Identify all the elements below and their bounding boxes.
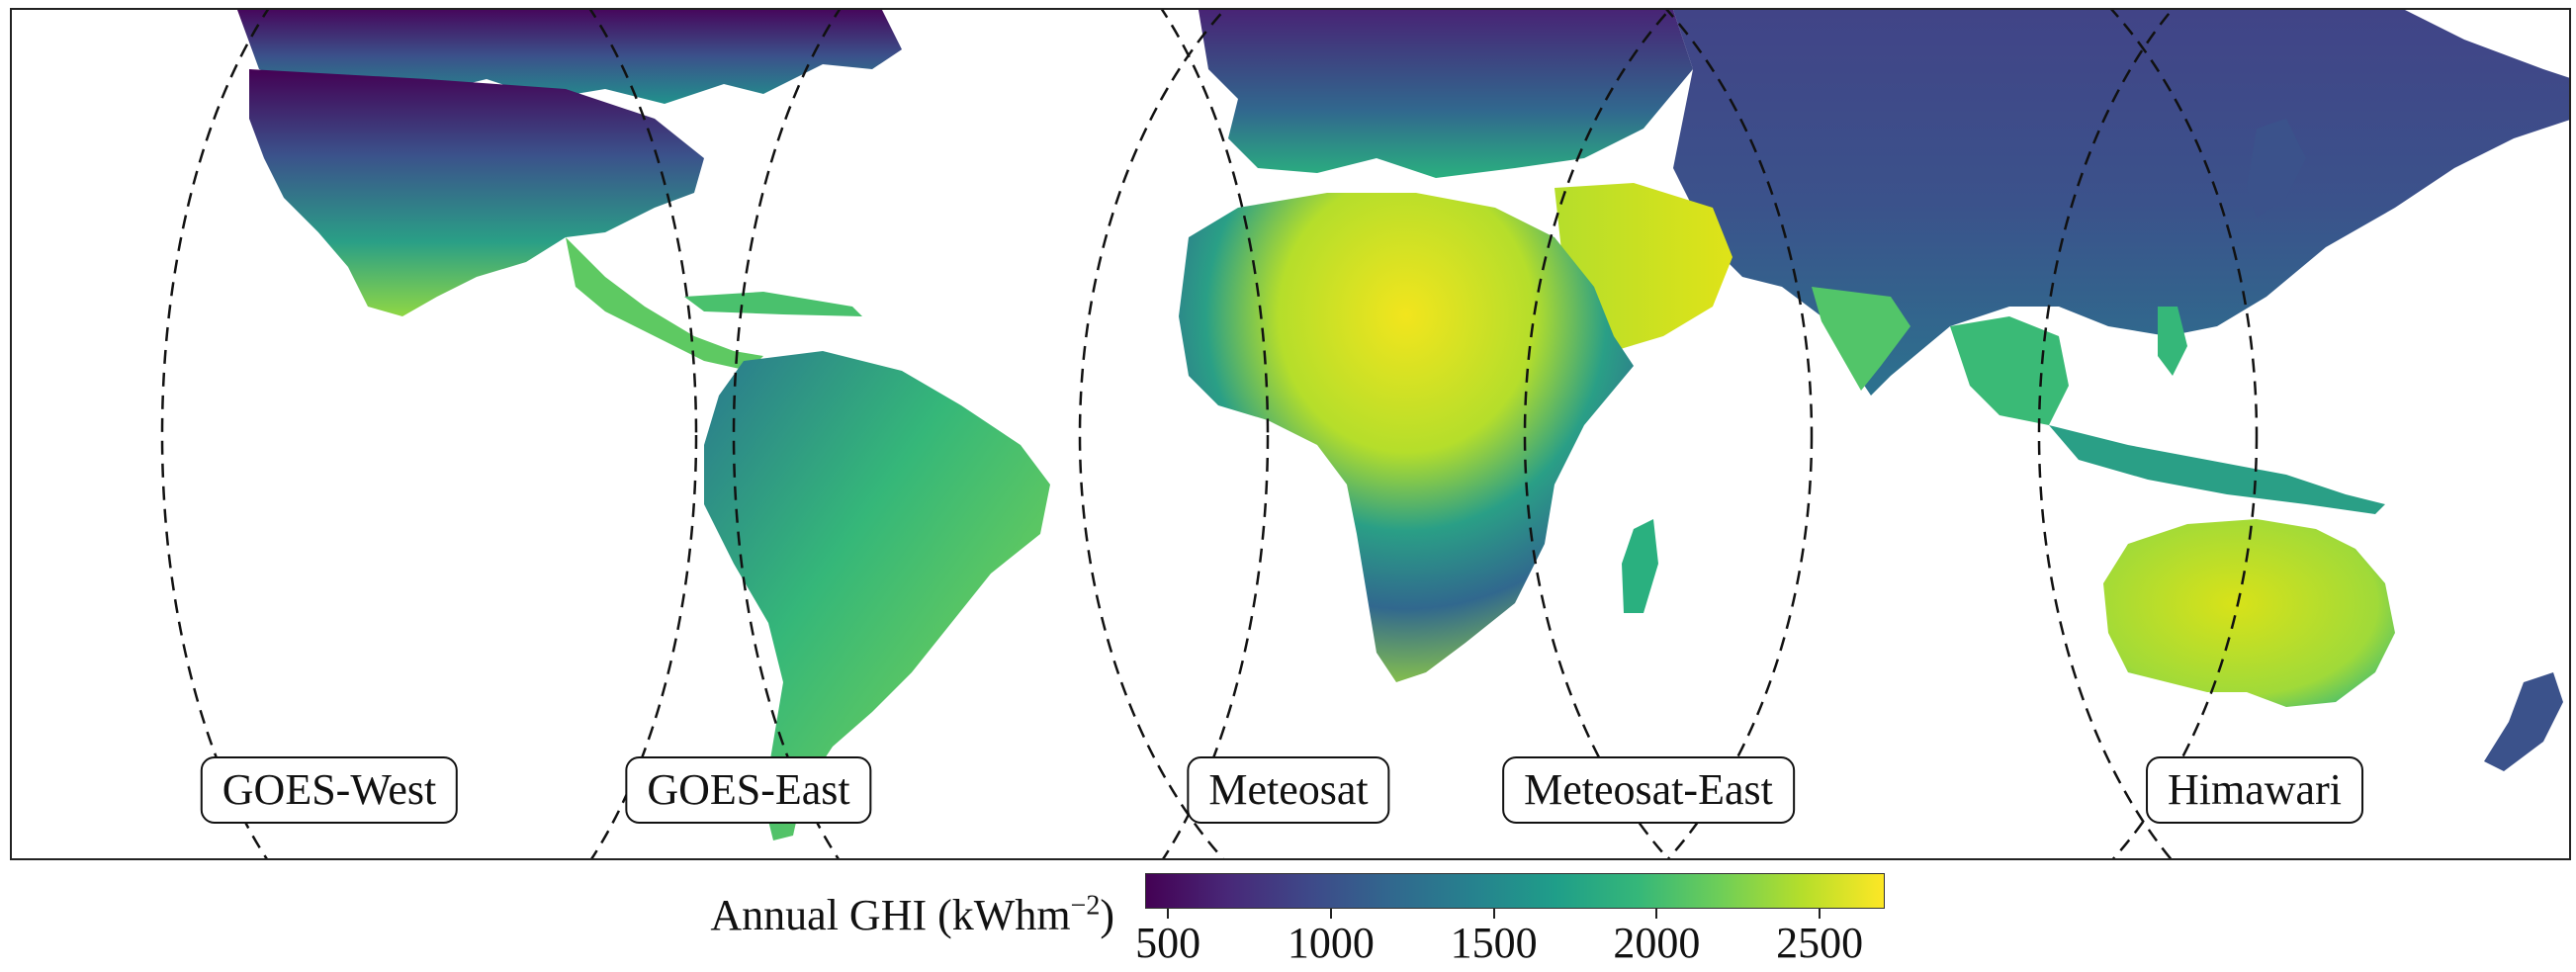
- goes-east-coverage: [732, 10, 1270, 858]
- satellite-coverage-outlines: [160, 10, 2259, 858]
- europe: [1199, 10, 1693, 178]
- himawari-label: Himawari: [2146, 756, 2363, 824]
- indonesia: [2049, 425, 2385, 514]
- colorbar-title: Annual GHI (kWhm−2): [710, 890, 1114, 940]
- japan: [2247, 119, 2306, 218]
- philippines: [2158, 307, 2187, 376]
- colorbar-tick-mark: [1492, 909, 1495, 919]
- central-america: [566, 237, 763, 371]
- caribbean: [684, 292, 862, 316]
- north-america: [249, 69, 704, 316]
- goes-east-label: GOES-East: [625, 756, 872, 824]
- new-zealand: [2484, 672, 2563, 771]
- meteosat-east-coverage: [1523, 10, 2259, 858]
- colorbar-title-suffix: ): [1100, 891, 1114, 939]
- madagascar: [1622, 519, 1658, 613]
- asia: [1673, 10, 2569, 396]
- meteosat-east-label: Meteosat-East: [1502, 756, 1795, 824]
- india: [1812, 287, 1910, 391]
- australia: [2103, 519, 2395, 707]
- colorbar-tick-label: 2000: [1613, 919, 1701, 967]
- colorbar-tick-mark: [1167, 909, 1170, 919]
- colorbar-title-exponent: −2: [1070, 890, 1101, 922]
- colorbar-tick-mark: [1655, 909, 1658, 919]
- world-map: [10, 8, 2571, 860]
- colorbar-tick-label: 2500: [1776, 919, 1864, 967]
- goes-west-label: GOES-West: [200, 756, 459, 824]
- colorbar-tick-label: 1000: [1287, 919, 1375, 967]
- goes-west-coverage: [160, 10, 698, 858]
- colorbar-tick-mark: [1329, 909, 1332, 919]
- colorbar-tick-mark: [1819, 909, 1821, 919]
- colorbar-tick-label: 1500: [1450, 919, 1538, 967]
- colorbar-tick-label: 500: [1135, 919, 1201, 967]
- southeast-asia: [1950, 316, 2069, 425]
- meteosat-label: Meteosat: [1187, 756, 1390, 824]
- south-america: [704, 351, 1050, 840]
- map-canvas: [160, 10, 2569, 858]
- colorbar: [1145, 873, 1885, 909]
- land-masses: [237, 10, 2569, 840]
- colorbar-title-text: Annual GHI (kWhm: [710, 891, 1071, 939]
- meteosat-coverage: [1078, 10, 1814, 858]
- africa: [1179, 193, 1634, 682]
